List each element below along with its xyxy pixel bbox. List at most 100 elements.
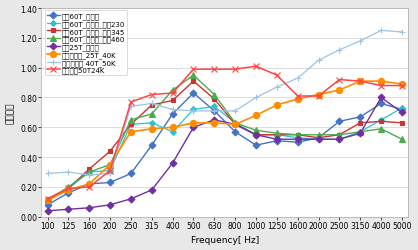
포지25T_절삭면 — [253, 134, 258, 137]
폴리에스터_25T_40K — [149, 128, 154, 131]
글라스우50T24K — [253, 66, 258, 68]
포지60T_절삭면_타공460 — [400, 138, 405, 141]
포지60T_절삭면 — [107, 181, 112, 184]
폴리에스터 40T_50K — [87, 174, 92, 177]
폴리에스터_25T_40K — [253, 114, 258, 117]
Line: 포지60T_절삭면_타공345: 포지60T_절삭면_타공345 — [45, 79, 404, 202]
포지60T_절삭면_타공345 — [379, 120, 384, 123]
폴리에스터 40T_50K — [45, 172, 50, 175]
폴리에스터 40T_50K — [149, 102, 154, 106]
Line: 글라스우50T24K: 글라스우50T24K — [45, 64, 405, 202]
글라스우50T24K — [149, 94, 154, 96]
폴리에스터_25T_40K — [379, 80, 384, 83]
포지60T_절삭면_타공460 — [87, 171, 92, 174]
포지60T_절삭면_타공345 — [149, 104, 154, 107]
폴리에스터_25T_40K — [337, 89, 342, 92]
포지60T_절삭면 — [191, 92, 196, 95]
Line: 포지25T_절삭면: 포지25T_절삭면 — [45, 96, 404, 213]
포지60T_절삭면_타공345 — [128, 123, 133, 126]
포지25T_절삭면 — [87, 206, 92, 210]
폴리에스터_25T_40K — [233, 123, 238, 126]
글라스우50T24K — [128, 101, 133, 104]
포지60T_절삭면_타공460 — [149, 113, 154, 116]
포지60T_절삭면_타공230 — [316, 138, 321, 141]
포지60T_절삭면_타공230 — [149, 122, 154, 125]
포지60T_절삭면_타공460 — [253, 129, 258, 132]
포지25T_절삭면 — [191, 126, 196, 129]
폴리에스터 40T_50K — [191, 110, 196, 113]
포지60T_절삭면_타공230 — [191, 108, 196, 112]
글라스우50T24K — [316, 95, 321, 98]
폴리에스터_25T_40K — [400, 83, 405, 86]
폴리에스터 40T_50K — [337, 49, 342, 52]
폴리에스터_25T_40K — [212, 122, 217, 125]
포지60T_절삭면_타공230 — [295, 137, 300, 140]
포지25T_절삭면 — [128, 198, 133, 200]
포지60T_절삭면_타공345 — [191, 80, 196, 83]
포지60T_절삭면_타공460 — [274, 132, 279, 135]
포지60T_절삭면_타공460 — [45, 199, 50, 202]
폴리에스터_25T_40K — [66, 189, 71, 192]
포지60T_절삭면_타공230 — [337, 138, 342, 141]
포지60T_절삭면_타공230 — [128, 123, 133, 126]
Line: 폴리에스터_25T_40K: 폴리에스터_25T_40K — [44, 79, 405, 204]
포지60T_절삭면_타공345 — [253, 134, 258, 137]
포지25T_절삭면 — [316, 138, 321, 141]
Line: 포지60T_절삭면_타공230: 포지60T_절삭면_타공230 — [46, 105, 404, 202]
포지60T_절삭면 — [212, 110, 217, 113]
포지60T_절삭면_타공230 — [212, 106, 217, 108]
포지60T_절삭면_타공345 — [274, 134, 279, 137]
포지60T_절삭면_타공460 — [295, 134, 300, 137]
폴리에스터_25T_40K — [274, 104, 279, 107]
포지60T_절삭면_타공230 — [253, 134, 258, 137]
폴리에스터 40T_50K — [128, 106, 133, 108]
폴리에스터 40T_50K — [107, 172, 112, 175]
폴리에스터_25T_40K — [87, 183, 92, 186]
폴리에스터_25T_40K — [107, 164, 112, 166]
폴리에스터 40T_50K — [233, 110, 238, 113]
Line: 폴리에스터 40T_50K: 폴리에스터 40T_50K — [44, 28, 405, 179]
글라스우50T24K — [107, 169, 112, 172]
포지25T_절삭면 — [107, 204, 112, 206]
포지60T_절삭면 — [87, 183, 92, 186]
Legend: 포지60T_절삭면, 포지60T_절삭면_타공230, 포지60T_절삭면_타공345, 포지60T_절삭면_타공460, 포지25T_절삭면, 폴리에스터_2: 포지60T_절삭면, 포지60T_절삭면_타공230, 포지60T_절삭면_타공… — [45, 11, 127, 76]
글라스우50T24K — [191, 68, 196, 71]
포지60T_절삭면_타공230 — [66, 187, 71, 190]
포지60T_절삭면_타공345 — [358, 122, 363, 125]
포지60T_절삭면_타공345 — [107, 150, 112, 153]
포지60T_절삭면_타공345 — [45, 198, 50, 200]
포지25T_절삭면 — [358, 132, 363, 135]
포지60T_절삭면 — [274, 140, 279, 143]
글라스우50T24K — [87, 186, 92, 189]
포지25T_절삭면 — [337, 138, 342, 141]
포지25T_절삭면 — [400, 112, 405, 114]
글라스우50T24K — [212, 68, 217, 71]
포지25T_절삭면 — [149, 189, 154, 192]
폴리에스터_25T_40K — [358, 80, 363, 83]
포지60T_절삭면_타공460 — [66, 186, 71, 189]
Line: 포지60T_절삭면_타공460: 포지60T_절삭면_타공460 — [45, 73, 405, 203]
포지60T_절삭면_타공460 — [316, 134, 321, 137]
포지60T_절삭면_타공230 — [233, 122, 238, 125]
X-axis label: Frequency[ Hz]: Frequency[ Hz] — [191, 236, 259, 244]
포지25T_절삭면 — [274, 138, 279, 141]
폴리에스터 40T_50K — [316, 60, 321, 62]
포지60T_절삭면_타공460 — [337, 134, 342, 137]
포지60T_절삭면_타공460 — [358, 131, 363, 134]
포지60T_절삭면_타공460 — [170, 89, 175, 92]
폴리에스터_25T_40K — [170, 126, 175, 129]
포지60T_절삭면_타공230 — [170, 131, 175, 134]
포지60T_절삭면_타공345 — [337, 134, 342, 137]
포지25T_절삭면 — [212, 119, 217, 122]
포지60T_절삭면_타공230 — [107, 169, 112, 172]
글라스우50T24K — [400, 85, 405, 88]
포지60T_절삭면 — [233, 131, 238, 134]
포지60T_절삭면_타공345 — [170, 100, 175, 102]
포지60T_절삭면_타공345 — [212, 98, 217, 101]
포지60T_절삭면 — [253, 144, 258, 147]
포지60T_절삭면_타공345 — [295, 134, 300, 137]
포지25T_절삭면 — [233, 123, 238, 126]
포지60T_절삭면 — [379, 102, 384, 106]
포지25T_절삭면 — [295, 138, 300, 141]
포지60T_절삭면_타공460 — [107, 164, 112, 166]
